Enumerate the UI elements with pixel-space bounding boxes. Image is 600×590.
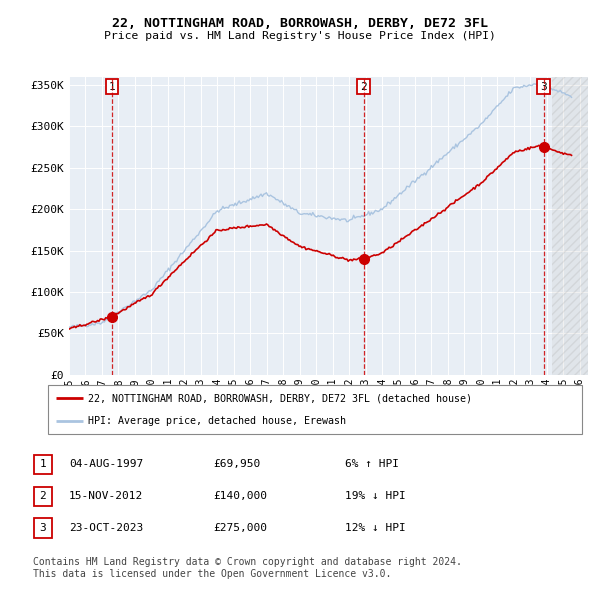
Text: 22, NOTTINGHAM ROAD, BORROWASH, DERBY, DE72 3FL (detached house): 22, NOTTINGHAM ROAD, BORROWASH, DERBY, D… bbox=[88, 394, 472, 404]
Text: 23-OCT-2023: 23-OCT-2023 bbox=[69, 523, 143, 533]
Text: 04-AUG-1997: 04-AUG-1997 bbox=[69, 460, 143, 469]
Text: 2: 2 bbox=[360, 81, 367, 91]
FancyBboxPatch shape bbox=[34, 455, 52, 474]
FancyBboxPatch shape bbox=[34, 519, 52, 537]
Text: Price paid vs. HM Land Registry's House Price Index (HPI): Price paid vs. HM Land Registry's House … bbox=[104, 31, 496, 41]
Bar bbox=[552, 77, 588, 375]
Text: £69,950: £69,950 bbox=[213, 460, 260, 469]
Text: 6% ↑ HPI: 6% ↑ HPI bbox=[345, 460, 399, 469]
Text: 15-NOV-2012: 15-NOV-2012 bbox=[69, 491, 143, 501]
Text: 3: 3 bbox=[40, 523, 46, 533]
Text: 12% ↓ HPI: 12% ↓ HPI bbox=[345, 523, 406, 533]
Text: 2: 2 bbox=[40, 491, 46, 501]
Text: 1: 1 bbox=[40, 460, 46, 469]
Text: 19% ↓ HPI: 19% ↓ HPI bbox=[345, 491, 406, 501]
Text: £140,000: £140,000 bbox=[213, 491, 267, 501]
FancyBboxPatch shape bbox=[48, 385, 582, 434]
Text: HPI: Average price, detached house, Erewash: HPI: Average price, detached house, Erew… bbox=[88, 415, 346, 425]
Text: 3: 3 bbox=[540, 81, 547, 91]
Text: 1: 1 bbox=[108, 81, 115, 91]
Text: £275,000: £275,000 bbox=[213, 523, 267, 533]
FancyBboxPatch shape bbox=[34, 487, 52, 506]
Text: Contains HM Land Registry data © Crown copyright and database right 2024.
This d: Contains HM Land Registry data © Crown c… bbox=[33, 557, 462, 579]
Text: 22, NOTTINGHAM ROAD, BORROWASH, DERBY, DE72 3FL: 22, NOTTINGHAM ROAD, BORROWASH, DERBY, D… bbox=[112, 17, 488, 30]
